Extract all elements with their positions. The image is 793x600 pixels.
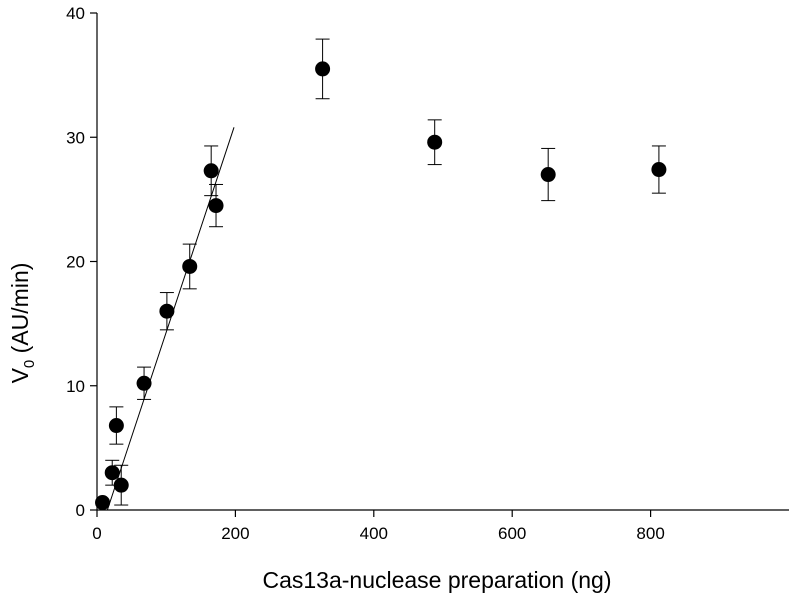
y-tick-label: 20 (66, 253, 85, 272)
data-point (104, 465, 120, 481)
data-point (651, 162, 667, 178)
data-point (208, 198, 224, 214)
y-tick-label: 30 (66, 128, 85, 147)
data-points (95, 61, 667, 511)
axes (96, 13, 789, 511)
x-tick-label: 800 (636, 524, 664, 543)
x-axis-title: Cas13a-nuclease preparation (ng) (262, 567, 611, 593)
y-tick-label: 10 (66, 377, 85, 396)
y-axis-title-rest: (AU/min) (7, 263, 33, 360)
y-axis-title-main: V (7, 367, 33, 383)
x-tick-label: 400 (360, 524, 388, 543)
y-ticks: 0 10 20 30 40 (66, 4, 97, 520)
linear-fit-line (106, 127, 235, 511)
data-point (136, 375, 152, 391)
data-point (108, 418, 124, 434)
data-point (427, 134, 443, 150)
data-point (203, 163, 219, 179)
x-tick-label: 0 (92, 524, 101, 543)
data-point (315, 61, 331, 77)
data-point (113, 477, 129, 493)
data-point (540, 167, 556, 183)
fit (106, 127, 235, 511)
y-axis-title-subscript: 0 (21, 360, 38, 368)
x-tick-label: 200 (221, 524, 249, 543)
y-tick-label: 40 (66, 4, 85, 23)
y-axis-title: V0 (AU/min) (7, 263, 38, 384)
y-tick-label: 0 (76, 501, 85, 520)
data-point (95, 495, 111, 511)
data-point (159, 303, 175, 319)
x-tick-label: 600 (498, 524, 526, 543)
data-point (182, 258, 198, 274)
x-ticks: 0 200 400 600 800 (92, 510, 665, 543)
error-bars (95, 38, 666, 506)
